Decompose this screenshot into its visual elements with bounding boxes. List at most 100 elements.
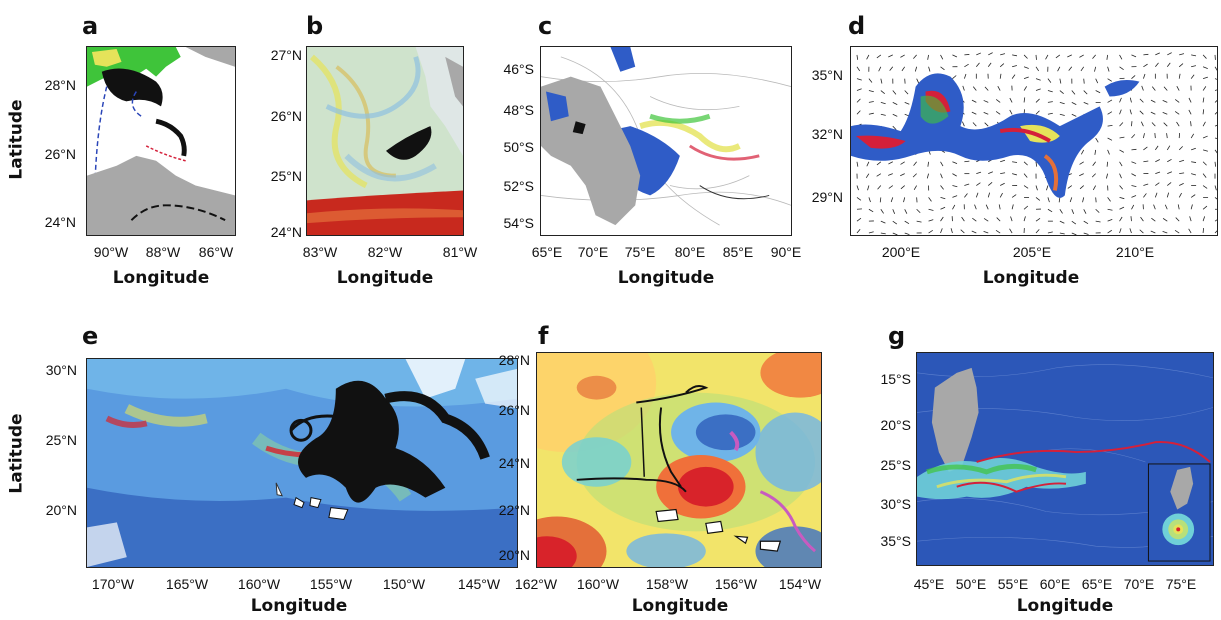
x-tick: 165°W xyxy=(165,576,209,592)
velocity-vector xyxy=(1119,54,1123,60)
velocity-vector xyxy=(1079,185,1084,190)
velocity-vector xyxy=(1035,229,1040,234)
velocity-vector xyxy=(1214,149,1217,154)
velocity-vector xyxy=(1009,109,1013,115)
velocity-vector xyxy=(940,66,945,71)
velocity-vector xyxy=(1150,99,1156,103)
velocity-vector xyxy=(1119,136,1125,139)
velocity-vector xyxy=(1092,161,1096,166)
velocity-vector xyxy=(1131,75,1136,79)
velocity-vector xyxy=(1023,216,1026,222)
velocity-vector xyxy=(1012,161,1018,163)
velocity-vector xyxy=(1162,99,1168,103)
velocity-vector xyxy=(972,122,977,127)
velocity-vector xyxy=(900,161,905,165)
velocity-vector xyxy=(1047,197,1050,203)
velocity-vector xyxy=(856,98,861,103)
velocity-vector xyxy=(1150,111,1156,115)
velocity-vector xyxy=(1107,111,1113,115)
velocity-vector xyxy=(1129,228,1132,234)
velocity-vector xyxy=(995,111,1001,115)
velocity-vector xyxy=(892,102,898,105)
velocity-vector xyxy=(1174,111,1180,115)
velocity-vector xyxy=(1177,204,1180,210)
velocity-vector xyxy=(1191,173,1197,176)
velocity-vector xyxy=(928,197,932,202)
map-panel-f xyxy=(536,352,822,568)
map-panel-e xyxy=(86,358,518,568)
velocity-vector xyxy=(892,90,897,95)
y-tick: 22°N xyxy=(498,502,530,518)
velocity-vector xyxy=(913,161,917,166)
velocity-vector xyxy=(1107,124,1113,127)
velocity-vector xyxy=(971,111,977,115)
velocity-vector xyxy=(1140,216,1144,222)
velocity-vector xyxy=(1131,195,1137,198)
x-tick: 170°W xyxy=(91,576,135,592)
velocity-vector xyxy=(928,230,933,234)
velocity-vector xyxy=(997,85,1001,91)
velocity-vector xyxy=(1068,66,1073,71)
x-tick: 160°W xyxy=(237,576,281,592)
velocity-vector xyxy=(952,173,957,177)
velocity-vector xyxy=(1080,66,1085,72)
velocity-vector xyxy=(962,121,965,127)
velocity-vector xyxy=(985,204,989,210)
velocity-vector xyxy=(1202,185,1208,189)
velocity-vector xyxy=(1012,65,1017,68)
velocity-vector xyxy=(1023,54,1028,59)
velocity-vector xyxy=(1214,230,1217,234)
velocity-vector xyxy=(1179,172,1185,175)
velocity-vector xyxy=(927,161,929,167)
velocity-vector xyxy=(940,54,944,60)
y-tick: 20°S xyxy=(880,417,911,433)
velocity-vector xyxy=(1179,53,1185,56)
velocity-vector xyxy=(950,228,953,234)
velocity-vector xyxy=(940,216,944,222)
y-axis-label: Latitude xyxy=(6,413,27,494)
x-tick: 85°E xyxy=(722,244,754,260)
velocity-vector xyxy=(1047,112,1053,115)
y-tick: 30°S xyxy=(880,496,911,512)
velocity-vector xyxy=(1162,112,1168,115)
x-tick: 154°W xyxy=(778,576,822,592)
velocity-vector xyxy=(856,110,861,115)
velocity-vector xyxy=(1069,197,1073,203)
y-tick: 20°N xyxy=(45,502,77,518)
velocity-vector xyxy=(1107,197,1111,202)
velocity-vector xyxy=(1107,208,1113,211)
velocity-vector xyxy=(1119,109,1122,115)
velocity-vector xyxy=(1202,66,1208,69)
velocity-vector xyxy=(999,63,1005,68)
velocity-vector xyxy=(1095,90,1101,94)
velocity-vector xyxy=(1143,53,1149,56)
velocity-vector xyxy=(940,228,943,234)
velocity-vector xyxy=(1080,149,1085,155)
panel-label: g xyxy=(888,322,906,350)
velocity-vector xyxy=(940,185,944,190)
velocity-vector xyxy=(1188,228,1192,234)
velocity-vector xyxy=(856,161,859,167)
velocity-vector xyxy=(1143,63,1148,68)
velocity-vector xyxy=(1083,220,1089,225)
velocity-vector xyxy=(1071,113,1077,117)
velocity-vector xyxy=(1155,52,1160,56)
velocity-vector xyxy=(1119,185,1124,190)
x-tick: 145°W xyxy=(457,576,501,592)
velocity-vector xyxy=(987,182,993,186)
velocity-vector xyxy=(916,208,921,214)
velocity-vector xyxy=(1131,148,1137,151)
x-tick: 150°W xyxy=(382,576,426,592)
velocity-vector xyxy=(1191,161,1197,163)
velocity-vector xyxy=(999,73,1002,79)
y-tick: 28°N xyxy=(44,77,76,93)
velocity-vector xyxy=(1179,182,1184,186)
velocity-vector xyxy=(1023,173,1028,178)
velocity-vector xyxy=(983,112,989,115)
velocity-vector xyxy=(1214,89,1217,91)
velocity-vector xyxy=(1107,218,1113,222)
velocity-vector xyxy=(1046,185,1049,191)
velocity-vector xyxy=(900,173,905,177)
y-tick: 48°S xyxy=(503,102,534,118)
velocity-vector xyxy=(1178,146,1183,151)
